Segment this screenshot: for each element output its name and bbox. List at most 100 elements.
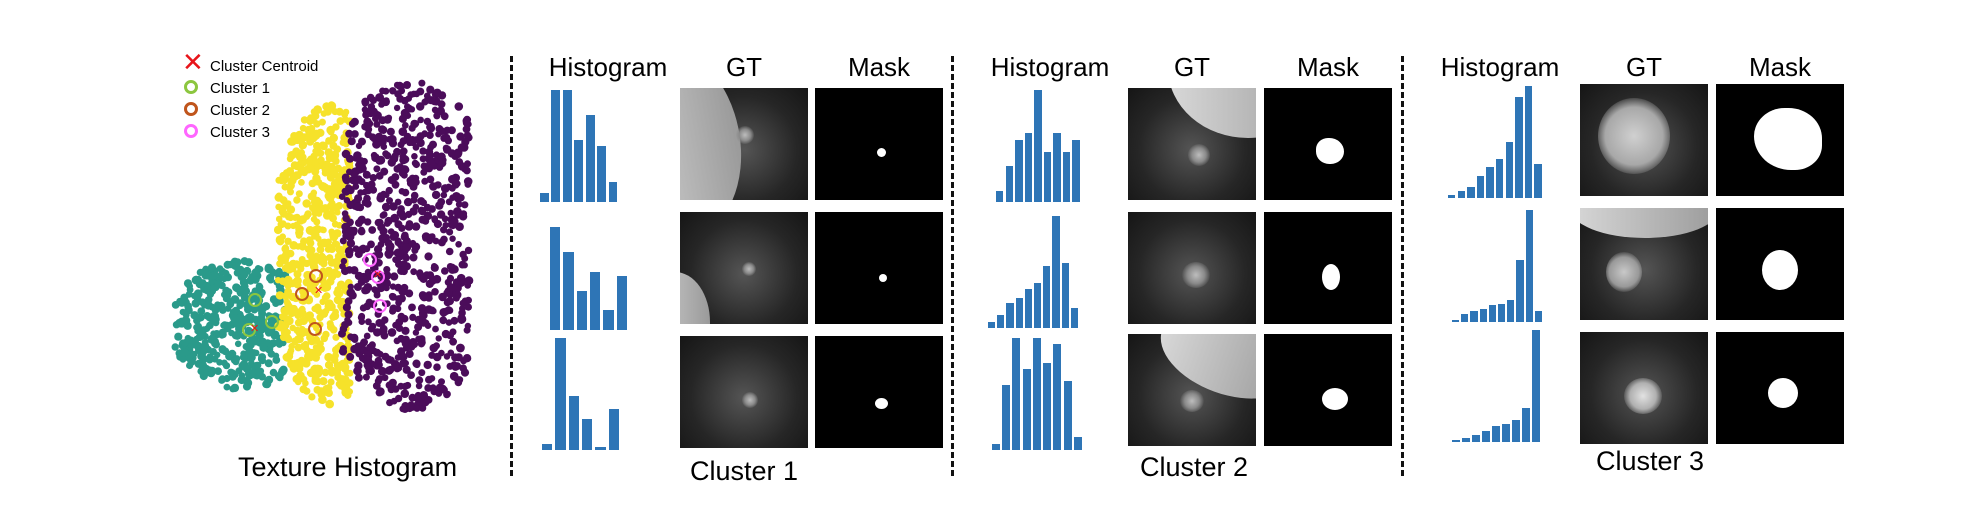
scatter-point [409, 313, 417, 321]
scatter-point [386, 365, 395, 374]
scatter-point [191, 299, 200, 308]
scatter-point [367, 325, 375, 333]
scatter-point [456, 376, 464, 384]
scatter-point [463, 166, 471, 175]
scatter-point [450, 316, 459, 325]
scatter-point [418, 369, 426, 377]
scatter-point [354, 342, 363, 351]
scatter-point [362, 285, 371, 295]
cluster-sample-marker [242, 323, 256, 337]
scatter-point [383, 97, 390, 104]
histogram-bar [603, 309, 614, 330]
histogram-bar [1532, 330, 1540, 442]
scatter-point [293, 270, 302, 279]
scatter-point [326, 320, 334, 328]
scatter-point [345, 162, 354, 171]
scatter-point [304, 125, 313, 135]
scatter-point [394, 220, 403, 229]
scatter-point [402, 237, 411, 246]
scatter-point [275, 192, 283, 200]
histogram-bar [1024, 132, 1033, 202]
histogram-bar [582, 418, 593, 450]
scatter-point [402, 365, 411, 374]
scatter-point [401, 231, 409, 239]
histogram-bar [1022, 369, 1031, 450]
cluster-2-label: Cluster 2 [1140, 452, 1249, 482]
scatter-point [389, 283, 397, 290]
scatter-point [379, 126, 388, 134]
scatter-point [326, 243, 335, 253]
scatter-point [397, 82, 405, 91]
scatter-point [321, 169, 329, 177]
scatter-point [326, 254, 334, 262]
scatter-point [272, 356, 281, 364]
scatter-point [388, 292, 396, 300]
scatter-point [302, 379, 309, 387]
scatter-point [296, 153, 304, 162]
histogram-bar [597, 146, 607, 202]
scatter-point [464, 160, 471, 168]
cluster-sample-marker [248, 293, 262, 307]
scatter-point [257, 355, 266, 363]
histogram [542, 338, 622, 450]
scatter-point [351, 177, 360, 186]
scatter-point [293, 221, 301, 228]
scatter-point [279, 313, 287, 321]
dashed-divider [1401, 56, 1404, 476]
histogram-bar [1053, 132, 1061, 202]
scatter-point [401, 188, 410, 197]
scatter-point [431, 190, 441, 200]
scatter-point [402, 243, 412, 252]
histogram-bar [608, 181, 618, 202]
scatter-point [300, 169, 308, 177]
scatter-point [289, 259, 298, 268]
scatter-point [426, 122, 435, 131]
histogram-bar [1492, 426, 1500, 442]
scatter-point [329, 326, 338, 334]
scatter-point [312, 174, 321, 183]
scatter-point [333, 270, 342, 278]
mask-header: Mask [847, 52, 911, 82]
scatter-point [464, 276, 474, 285]
scatter-point [383, 234, 391, 241]
scatter-point [319, 298, 327, 306]
scatter-point [443, 133, 451, 142]
scatter-point [308, 393, 316, 401]
scatter-point [208, 263, 216, 272]
scatter-point [416, 102, 425, 111]
legend-item-cluster-1: Cluster 1 [182, 78, 318, 100]
scatter-point [199, 355, 208, 364]
scatter-point [415, 382, 423, 390]
histogram-bar [555, 338, 566, 450]
scatter-point [333, 240, 341, 248]
scatter-point [303, 259, 311, 268]
legend-item-cluster-3: Cluster 3 [182, 122, 318, 144]
texture-scatter-plot: ✕ ✕ ✕ [171, 79, 474, 413]
histogram [550, 218, 630, 330]
scatter-point [426, 272, 434, 280]
histogram-bar [563, 251, 574, 330]
gt-image [680, 336, 808, 448]
scatter-point [307, 137, 314, 145]
histogram-bar [1032, 338, 1041, 450]
histogram-bar [1043, 151, 1052, 202]
scatter-point [363, 332, 371, 340]
cluster-sample-marker [363, 253, 377, 267]
histogram-bar [542, 444, 553, 450]
scatter-point [313, 225, 322, 234]
scatter-point [341, 210, 349, 217]
scatter-point [384, 355, 393, 364]
scatter-point [236, 299, 245, 308]
scatter-point [378, 101, 385, 108]
scatter-point [256, 283, 264, 291]
scatter-point [203, 312, 211, 320]
histogram-bar [1452, 439, 1460, 442]
scatter-point [369, 96, 377, 104]
scatter-point [462, 119, 471, 127]
scatter-point [298, 241, 307, 250]
scatter-point [322, 211, 332, 220]
scatter-point [427, 96, 436, 105]
scatter-point [214, 367, 223, 375]
scatter-point [397, 205, 405, 213]
scatter-point [289, 324, 297, 332]
